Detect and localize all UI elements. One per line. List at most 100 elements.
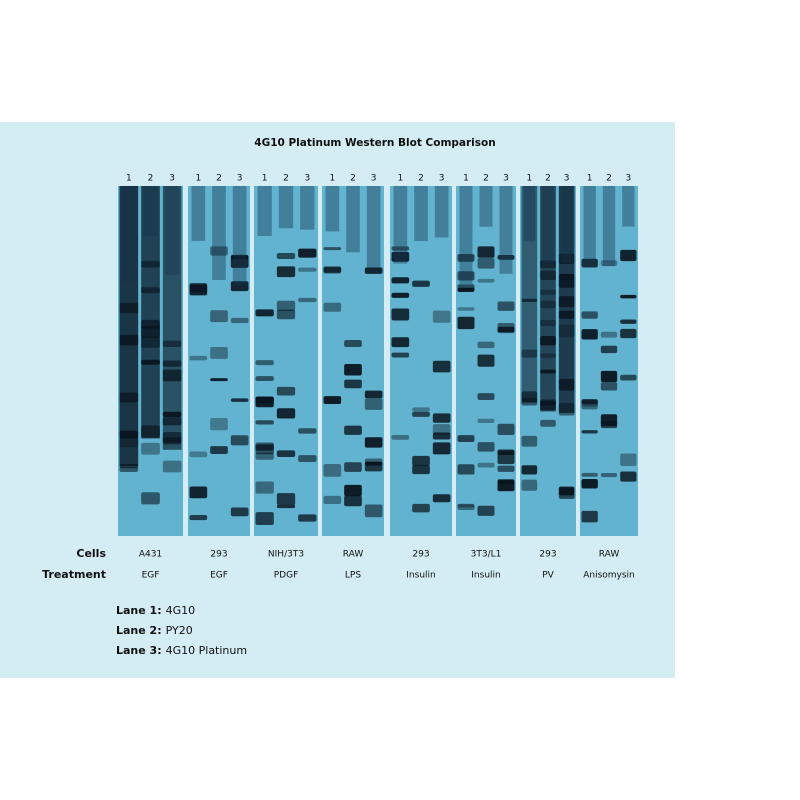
band xyxy=(255,376,274,382)
band xyxy=(558,310,575,319)
cells-label: NIH/3T3 xyxy=(268,550,304,560)
band xyxy=(276,450,296,458)
row-label: Cells xyxy=(76,547,106,560)
band xyxy=(540,353,556,358)
band xyxy=(457,435,475,442)
cells-label: 3T3/L1 xyxy=(471,550,502,560)
cells-label: 293 xyxy=(412,550,429,560)
band xyxy=(230,281,249,292)
band xyxy=(600,382,618,391)
band xyxy=(162,411,182,418)
band xyxy=(210,417,228,431)
lane-number: 1 xyxy=(397,174,403,184)
smear xyxy=(540,186,556,412)
band xyxy=(189,451,208,458)
band xyxy=(581,258,598,268)
band xyxy=(600,421,618,429)
blot-membrane xyxy=(188,186,250,536)
band xyxy=(457,504,475,511)
smear xyxy=(602,186,616,266)
smear xyxy=(499,186,513,274)
band xyxy=(141,260,160,268)
band xyxy=(457,271,475,281)
band xyxy=(344,495,362,507)
cells-label: A431 xyxy=(139,550,162,560)
blot-panel xyxy=(254,186,318,536)
band xyxy=(620,319,637,324)
cells-label: 293 xyxy=(539,550,556,560)
legend-key: Lane 1: xyxy=(116,604,162,617)
smear xyxy=(366,186,381,268)
band xyxy=(558,253,575,265)
band xyxy=(521,391,538,402)
blot-panel xyxy=(390,186,452,536)
band xyxy=(412,455,430,466)
smear xyxy=(257,186,272,236)
band xyxy=(620,374,637,381)
smear xyxy=(414,186,428,242)
band xyxy=(255,444,274,451)
band xyxy=(119,302,139,314)
band xyxy=(457,254,475,262)
lane-number: 3 xyxy=(564,174,570,184)
band xyxy=(119,392,139,403)
band xyxy=(477,257,495,269)
band xyxy=(119,464,139,469)
band xyxy=(323,247,342,251)
band xyxy=(255,452,274,460)
band xyxy=(230,398,249,402)
band xyxy=(477,354,495,367)
band xyxy=(298,248,317,258)
band xyxy=(600,472,618,478)
band xyxy=(276,493,296,506)
blot-panel xyxy=(456,186,516,536)
treatment-label: Insulin xyxy=(406,571,435,581)
smear xyxy=(164,186,180,276)
band xyxy=(364,462,383,472)
band xyxy=(276,408,296,419)
lane-number: 2 xyxy=(148,174,154,184)
band xyxy=(600,260,618,267)
lane-number: 3 xyxy=(371,174,377,184)
band xyxy=(497,479,515,484)
band xyxy=(255,309,274,317)
band xyxy=(323,495,342,504)
band xyxy=(141,442,160,455)
lane-number: 3 xyxy=(237,174,243,184)
band xyxy=(119,437,139,448)
lane-number: 2 xyxy=(606,174,612,184)
band xyxy=(600,370,618,383)
legend-entry: Lane 1: 4G10 xyxy=(116,604,195,617)
lane-number: 2 xyxy=(483,174,489,184)
band xyxy=(298,267,317,272)
band xyxy=(230,256,249,268)
band xyxy=(391,434,410,440)
legend-entry: Lane 3: 4G10 Platinum xyxy=(116,644,247,657)
band xyxy=(540,320,556,327)
band xyxy=(521,435,538,447)
band xyxy=(298,297,317,303)
band xyxy=(581,510,598,523)
band xyxy=(432,360,451,373)
band xyxy=(581,311,598,319)
band xyxy=(391,277,410,284)
band xyxy=(600,345,618,354)
band xyxy=(162,437,182,443)
band xyxy=(477,341,495,349)
band xyxy=(189,355,208,361)
treatment-label: Anisomysin xyxy=(583,571,635,581)
band xyxy=(276,309,296,320)
band xyxy=(620,471,637,482)
lane-number: 3 xyxy=(625,174,631,184)
band xyxy=(581,430,598,434)
band xyxy=(412,411,430,417)
band xyxy=(457,284,475,291)
band xyxy=(391,251,410,262)
smear xyxy=(143,186,158,236)
band xyxy=(432,310,451,323)
band xyxy=(344,379,362,389)
band xyxy=(540,300,556,309)
band xyxy=(477,393,495,400)
band xyxy=(162,417,182,426)
band xyxy=(391,352,410,358)
